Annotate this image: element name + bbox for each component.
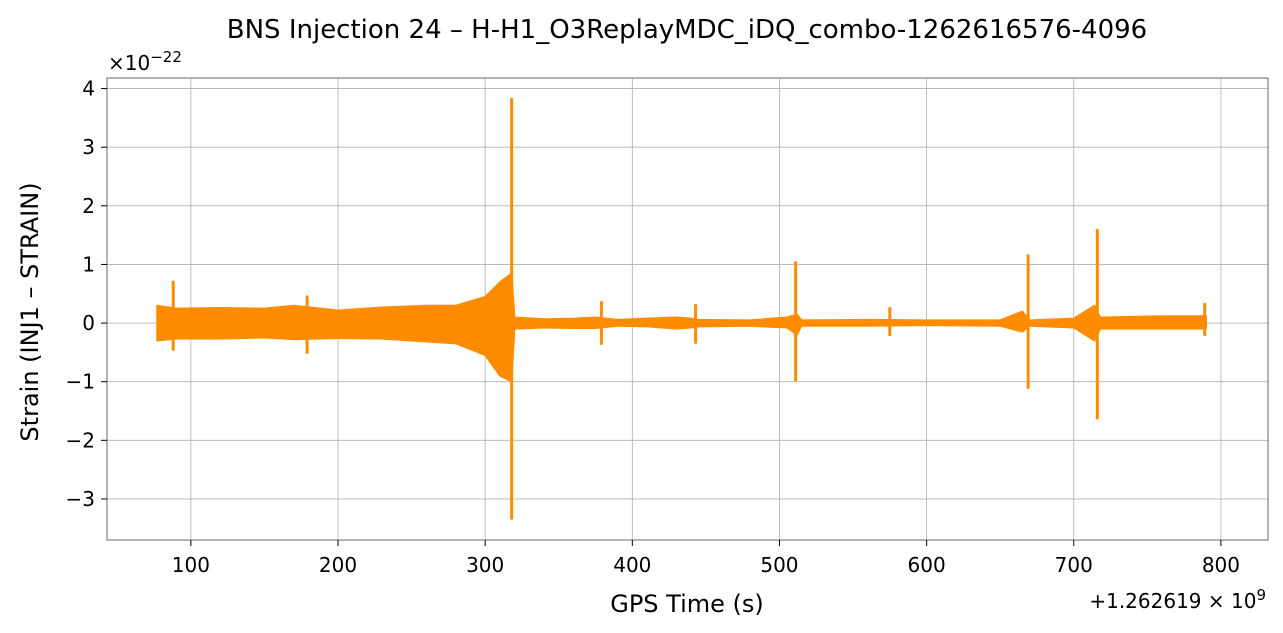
- x-tick-label: 700: [1055, 553, 1093, 577]
- y-tick-label: −3: [66, 487, 95, 511]
- x-tick-label: 600: [908, 553, 946, 577]
- x-offset-label: +1.262619 × 109: [1089, 586, 1266, 613]
- y-scale-base: ×10: [108, 51, 150, 75]
- x-tick-label: 300: [466, 553, 504, 577]
- x-tick-label: 400: [613, 553, 651, 577]
- y-tick-label: 0: [82, 311, 95, 335]
- y-tick-label: −1: [66, 370, 95, 394]
- y-axis-label: Strain (INJ1 – STRAIN): [16, 182, 44, 441]
- chart-title: BNS Injection 24 – H-H1_O3ReplayMDC_iDQ_…: [227, 15, 1147, 45]
- x-axis-label: GPS Time (s): [610, 590, 764, 618]
- y-tick-label: 1: [82, 252, 95, 276]
- y-tick-label: 2: [82, 194, 95, 218]
- x-offset-exponent: 9: [1256, 586, 1266, 604]
- x-tick-label: 500: [760, 553, 798, 577]
- y-tick-label: 4: [82, 77, 95, 101]
- y-scale-factor: ×10−22: [108, 48, 182, 75]
- x-tick-label: 100: [172, 553, 210, 577]
- strain-envelope: [156, 272, 1207, 383]
- x-axis-ticks: 100 200 300 400 500 600 700 800: [172, 540, 1240, 577]
- plot-area: [156, 97, 1207, 520]
- y-tick-label: 3: [82, 135, 95, 159]
- x-tick-label: 200: [319, 553, 357, 577]
- x-tick-label: 800: [1202, 553, 1240, 577]
- x-offset-base: +1.262619 × 10: [1089, 589, 1256, 613]
- y-scale-exponent: −22: [150, 48, 182, 66]
- y-axis-ticks: −3 −2 −1 0 1 2 3 4: [66, 77, 107, 511]
- axes-frame: [106, 77, 1269, 541]
- y-tick-label: −2: [66, 428, 95, 452]
